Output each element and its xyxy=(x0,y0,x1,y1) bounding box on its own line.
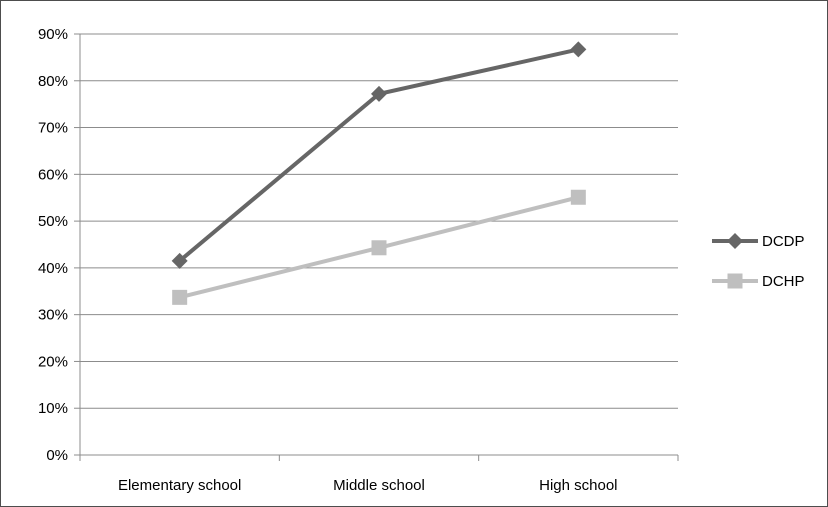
data-point-square xyxy=(371,240,387,256)
legend-marker-diamond xyxy=(727,233,743,249)
legend: DCDP DCHP xyxy=(712,233,805,290)
y-tick-label: 10% xyxy=(38,400,68,417)
axes xyxy=(74,33,679,461)
series-dcdp xyxy=(171,41,587,269)
x-tick-label: Elementary school xyxy=(118,477,241,494)
legend-label: DCHP xyxy=(762,273,805,290)
data-point-diamond xyxy=(171,252,188,269)
x-tick-label: High school xyxy=(539,477,617,494)
y-tick-label: 20% xyxy=(38,353,68,370)
y-tick-label: 40% xyxy=(38,260,68,277)
legend-item-dchp: DCHP xyxy=(712,273,805,290)
x-tick-labels: Elementary school Middle school High schoo… xyxy=(118,477,618,494)
data-point-square xyxy=(570,189,586,205)
data-point-diamond xyxy=(371,85,387,102)
data-point-square xyxy=(172,289,188,305)
data-point-diamond xyxy=(570,41,587,58)
y-tick-label: 30% xyxy=(38,307,68,324)
legend-label: DCDP xyxy=(762,233,805,250)
y-tick-label: 0% xyxy=(46,447,68,464)
y-tick-labels: 0% 10% 20% 30% 40% 50% 60% 70% 80% 90% xyxy=(38,26,68,464)
y-tick-label: 50% xyxy=(38,213,68,230)
gridlines xyxy=(80,33,678,409)
y-tick-label: 70% xyxy=(38,120,68,137)
data-series xyxy=(171,41,587,305)
x-tick-label: Middle school xyxy=(333,477,425,494)
y-tick-label: 60% xyxy=(38,166,68,183)
y-tick-label: 80% xyxy=(38,73,68,90)
series-dchp xyxy=(172,189,586,305)
legend-marker-square xyxy=(727,273,743,289)
legend-item-dcdp: DCDP xyxy=(712,233,805,250)
y-tick-label: 90% xyxy=(38,26,68,43)
